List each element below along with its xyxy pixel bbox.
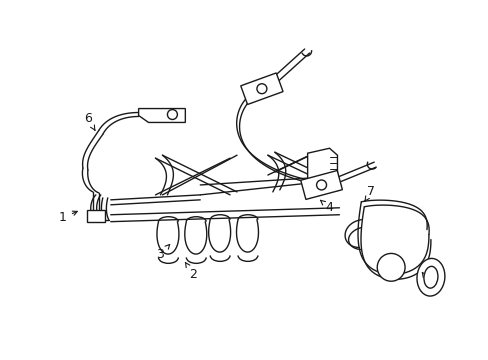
Circle shape <box>376 253 404 281</box>
Polygon shape <box>300 171 342 199</box>
Polygon shape <box>307 148 337 185</box>
Text: 7: 7 <box>364 185 374 201</box>
Circle shape <box>316 180 326 190</box>
Ellipse shape <box>416 258 444 296</box>
Circle shape <box>256 84 266 94</box>
Text: 5: 5 <box>422 273 434 291</box>
Text: 1: 1 <box>59 211 77 224</box>
Polygon shape <box>87 210 104 222</box>
Text: 3: 3 <box>156 244 169 261</box>
Text: 2: 2 <box>185 262 197 281</box>
Ellipse shape <box>423 266 437 288</box>
Text: 6: 6 <box>84 112 95 130</box>
Polygon shape <box>138 109 185 122</box>
Text: 4: 4 <box>320 200 333 214</box>
Circle shape <box>167 109 177 120</box>
Polygon shape <box>240 73 283 104</box>
